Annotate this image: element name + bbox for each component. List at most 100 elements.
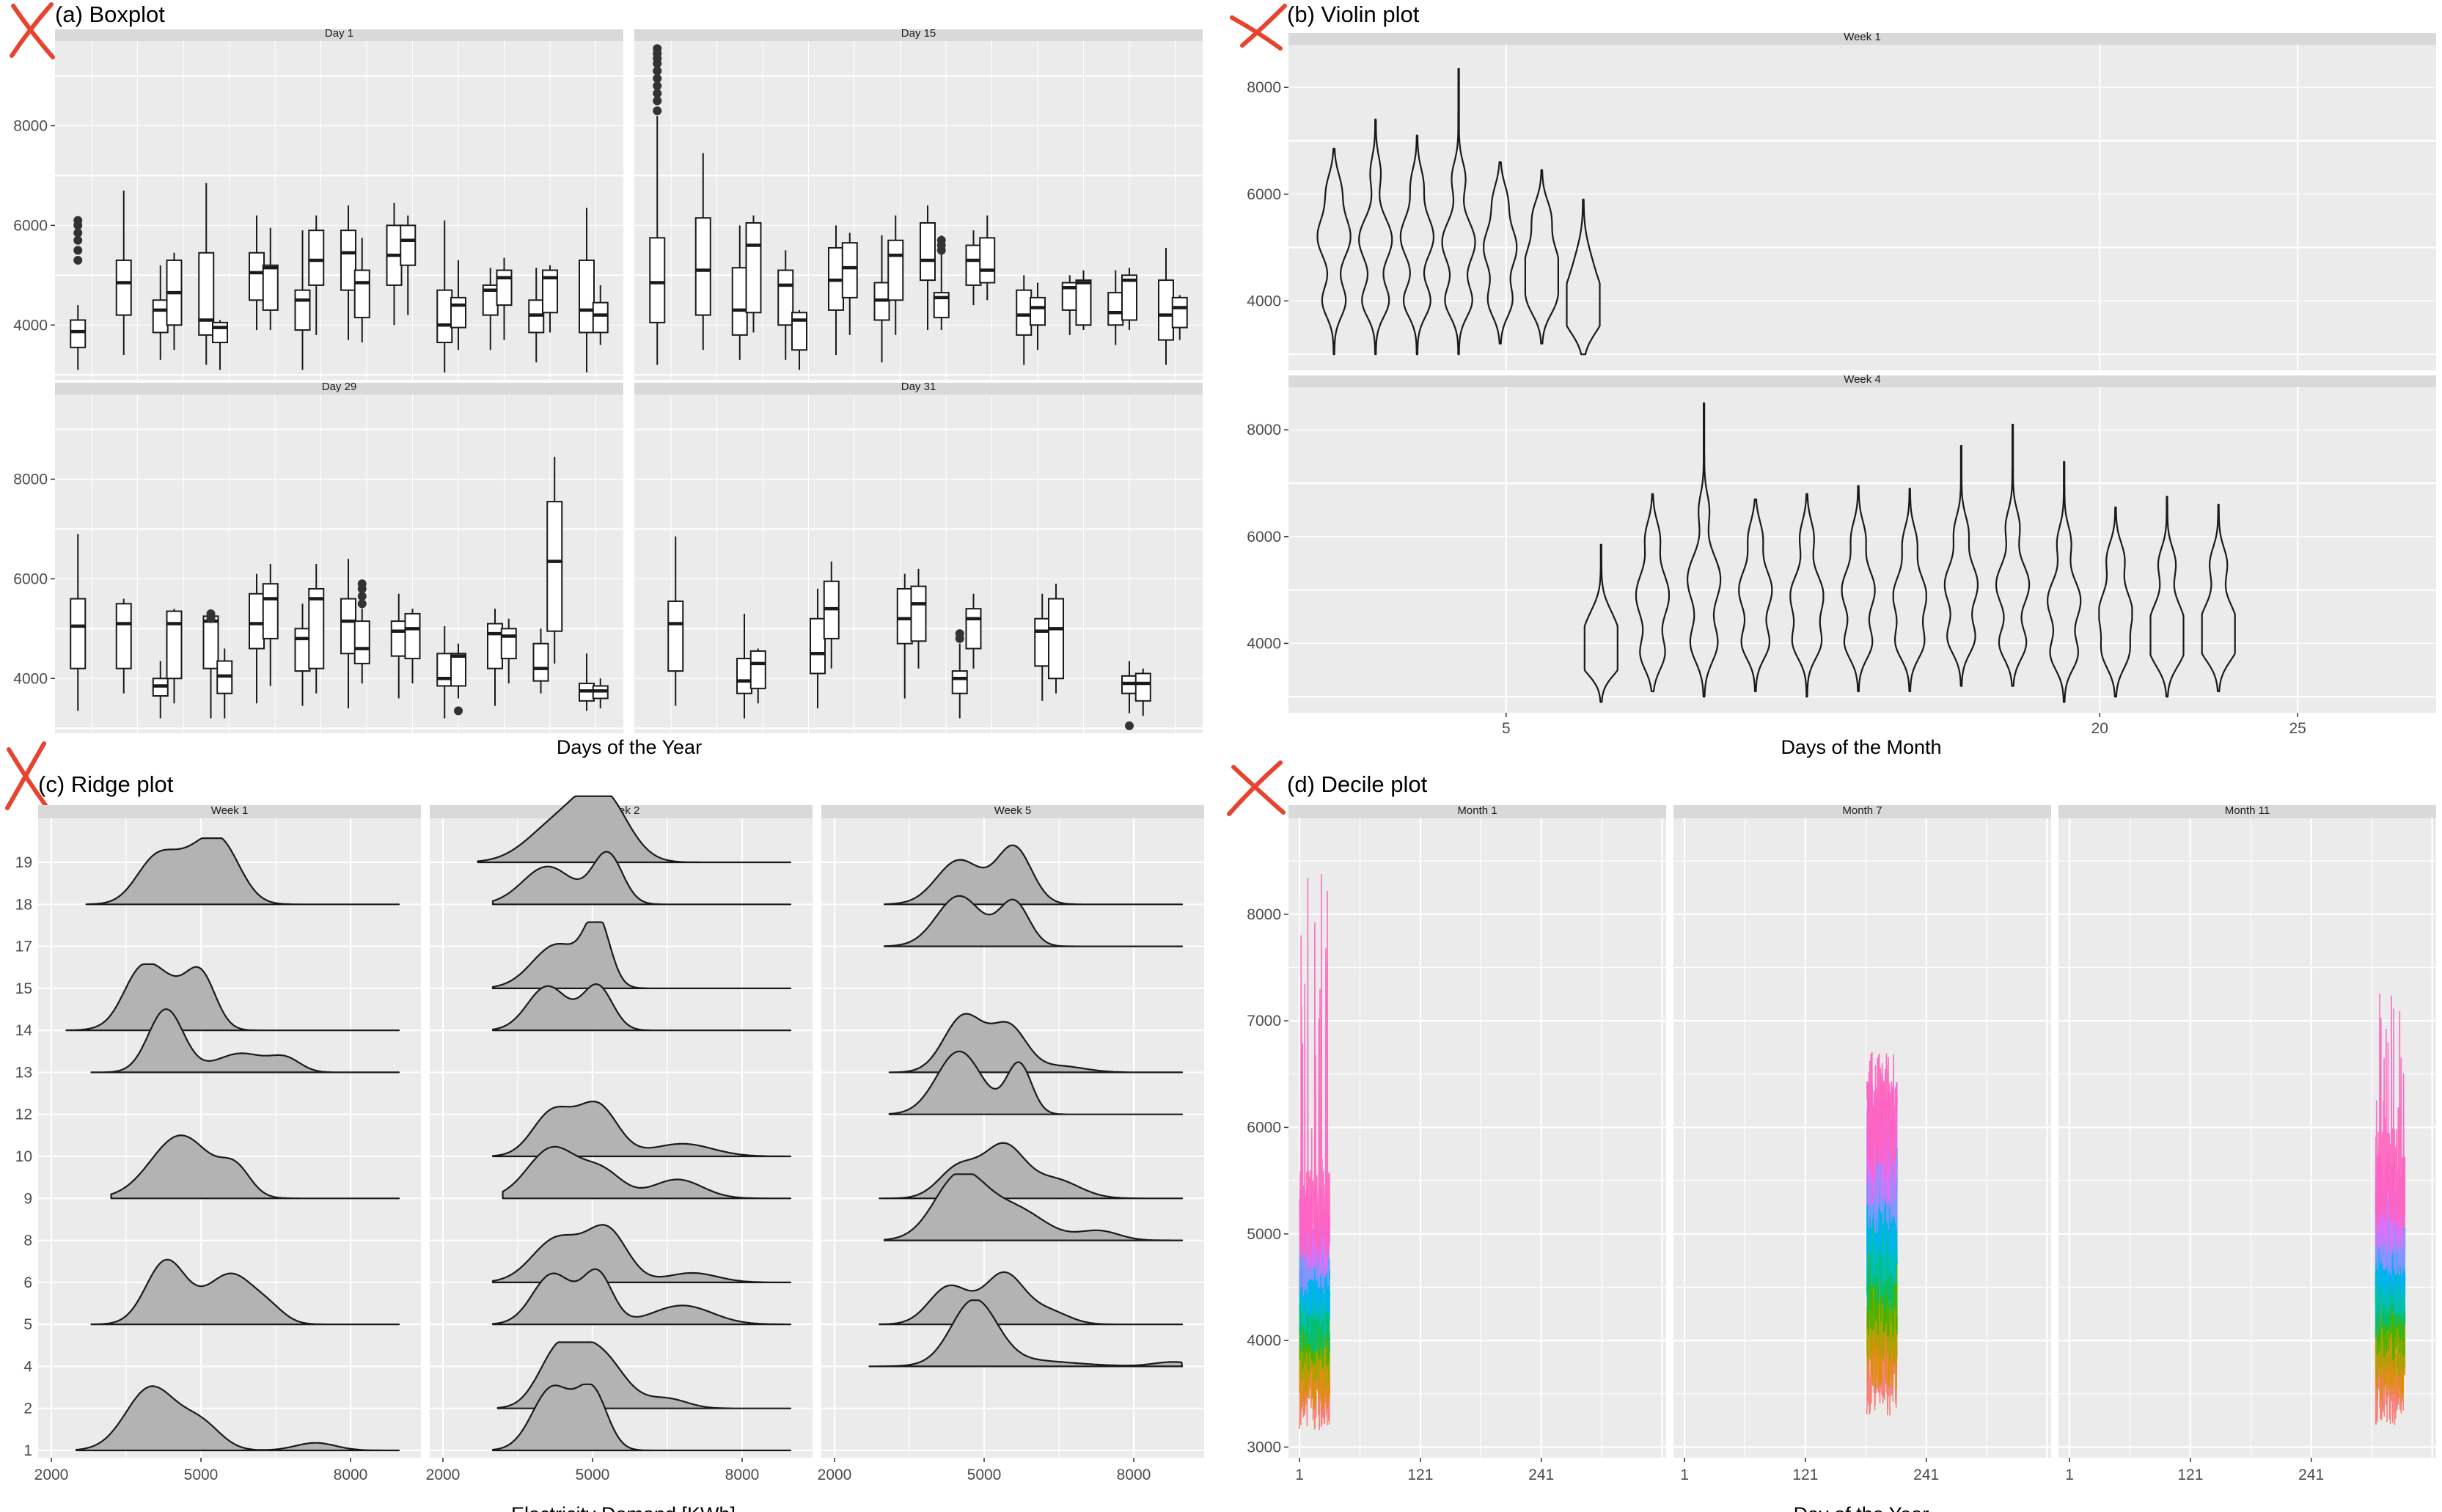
violin-facet-0-background: [1288, 45, 2436, 370]
box-outlier: [73, 255, 83, 265]
violin-y-tick-label: 4000: [1247, 293, 1281, 309]
cross-mark-d: [1227, 760, 1286, 816]
violin-1-6: [1892, 488, 1927, 693]
decile-x-tick-label: 121: [1407, 1467, 1433, 1483]
violin-1-0: [1583, 543, 1618, 703]
box-2-9: [308, 564, 325, 694]
box-outlier: [357, 599, 367, 609]
decile-line-2-9: [2375, 993, 2406, 1232]
boxplot-facet-2-strip-label: Day 29: [322, 381, 357, 393]
ridge-x-tick-label: 2000: [34, 1467, 69, 1483]
ridge-2-5: [883, 1173, 1184, 1241]
box-body: [841, 242, 858, 298]
ridge-y-tick-label: 5: [23, 1316, 32, 1333]
ridge-x-tick-label: 8000: [334, 1467, 368, 1483]
violin-facet-0-strip-label: Week 1: [1844, 31, 1881, 43]
box-1-2: [731, 225, 748, 360]
violin-facet-1-strip: [1288, 375, 2436, 387]
box-1-8: [873, 235, 890, 363]
box-2-3: [166, 609, 183, 704]
box-0-5: [212, 320, 228, 370]
boxplot-chart: Day 1 4000 6000 8000 Day 15 Day 29 4000 6000 800…: [13, 27, 1203, 733]
box-1-17: [1075, 270, 1092, 331]
ridge-1-5: [502, 1145, 792, 1200]
boxplot-facet-0-strip: [55, 29, 623, 41]
ridge-2-0: [883, 844, 1184, 906]
box-3-3: [810, 588, 826, 709]
violin-1-7: [1943, 444, 1979, 687]
ridge-y-tick-label: 2: [23, 1401, 32, 1417]
ridge-y-tick-label: 18: [15, 896, 32, 913]
box-1-13: [979, 215, 996, 301]
box-2-2: [152, 661, 169, 719]
boxplot-y-tick-label: 8000: [13, 118, 48, 135]
box-0-1: [115, 190, 132, 356]
box-body: [1034, 617, 1051, 667]
decile-x-tick-label: 121: [2177, 1467, 2203, 1483]
box-body: [896, 587, 913, 645]
box-3-12: [1134, 668, 1151, 716]
decile-x-axis-title: Day of the Year: [1794, 1503, 1929, 1512]
box-body: [777, 269, 794, 326]
box-body: [920, 221, 936, 282]
box-body: [887, 239, 904, 301]
violin-facet-1-background: [1288, 387, 2436, 713]
box-body: [70, 319, 87, 348]
box-3-4: [823, 561, 840, 669]
box-body: [202, 615, 219, 669]
ridge-title: (c) Ridge plot: [38, 771, 174, 797]
box-body: [436, 653, 453, 687]
box-outlier: [357, 579, 367, 589]
box-1-3: [745, 215, 762, 333]
box-0-13: [400, 215, 417, 315]
ridge-y-tick-label: 1: [23, 1442, 32, 1459]
box-body: [404, 612, 421, 660]
box-body: [979, 237, 996, 284]
ridge-1-6: [491, 1224, 792, 1283]
violin-1-3: [1738, 498, 1773, 693]
violin-1-1: [1635, 493, 1671, 693]
box-outlier: [357, 592, 367, 601]
box-0-3: [166, 252, 183, 351]
box-body: [745, 221, 762, 314]
ridge-0-4: [90, 1258, 400, 1326]
box-body: [436, 289, 453, 344]
box-2-8: [294, 603, 311, 706]
decile-facet-0-strip: [1288, 805, 1666, 818]
box-body: [496, 269, 513, 307]
decile-facet-0-strip-label: Month 1: [1457, 804, 1497, 817]
box-outlier: [653, 66, 662, 76]
box-2-14: [436, 625, 453, 719]
box-3-2: [749, 648, 766, 704]
boxplot-facet-0-strip-label: Day 1: [325, 27, 353, 40]
ridge-x-axis-title: Electricity Demand [KWh]: [511, 1503, 736, 1512]
decile-x-tick-label: 241: [2298, 1467, 2324, 1483]
box-outlier: [73, 246, 83, 255]
box-outlier: [73, 216, 83, 225]
box-3-0: [667, 536, 684, 706]
ridge-1-3: [491, 983, 792, 1032]
violin-0-2: [1399, 134, 1435, 356]
box-2-21: [592, 678, 609, 709]
box-body: [965, 244, 982, 286]
ridge-y-tick-label: 4: [23, 1358, 32, 1375]
ridge-y-tick-label: 12: [15, 1107, 32, 1123]
boxplot-y-tick-label: 8000: [13, 471, 48, 488]
box-0-7: [262, 227, 279, 331]
box-body: [965, 608, 982, 650]
violin-x-axis-title: Days of the Month: [1781, 736, 1941, 758]
box-body: [810, 617, 826, 675]
box-body: [262, 583, 279, 639]
ridge-0-3: [110, 1134, 400, 1200]
decile-facet-2-strip-label: Month 11: [2225, 804, 2270, 817]
box-outlier: [1125, 721, 1134, 730]
violin-1-12: [2201, 503, 2236, 693]
decile-x-tick-label: 1: [1680, 1467, 1689, 1483]
box-body: [249, 592, 265, 650]
box-2-19: [546, 456, 563, 664]
box-0-2: [152, 265, 169, 360]
boxplot-facet-2-background: [55, 394, 623, 733]
boxplot-facet-1-strip: [634, 29, 1203, 41]
decile-title: (d) Decile plot: [1287, 771, 1428, 797]
box-0-0: [70, 216, 87, 370]
